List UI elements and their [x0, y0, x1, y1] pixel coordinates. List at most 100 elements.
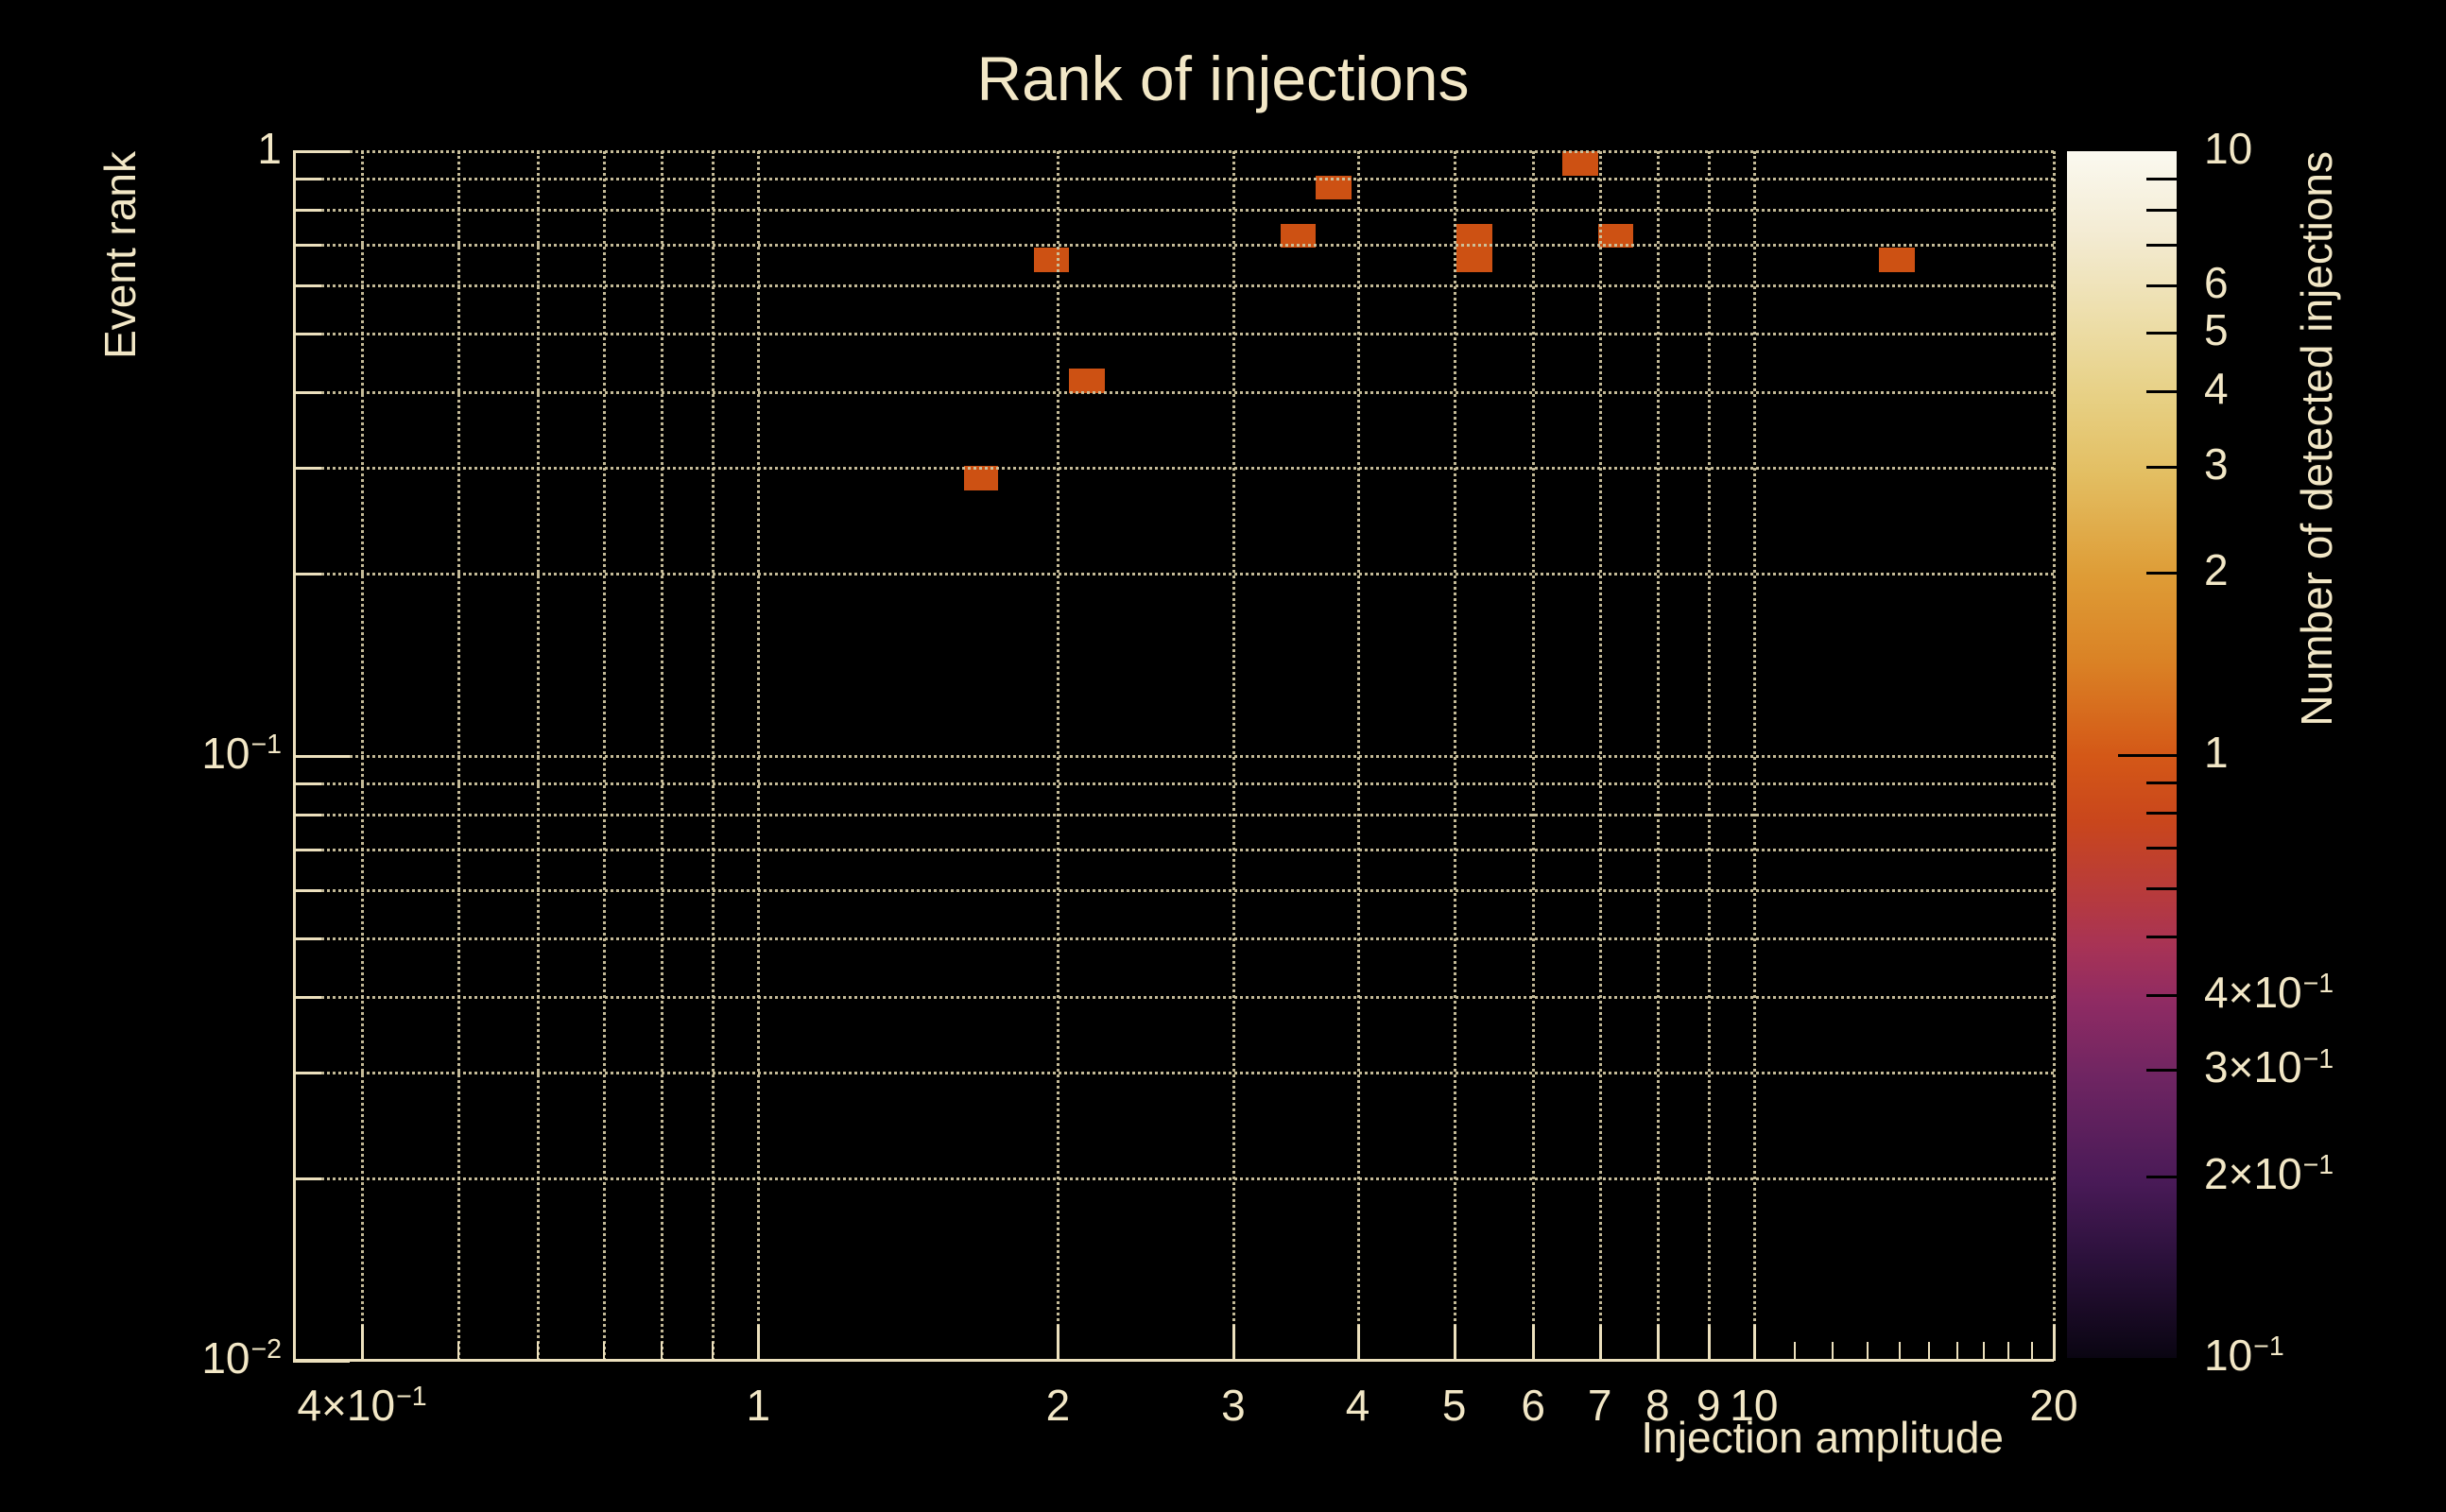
y-minor-tick: [293, 995, 321, 999]
heatmap-cell: [1456, 248, 1492, 272]
y-minor-tick: [293, 1177, 321, 1181]
gridline-horizontal: [293, 1071, 2054, 1074]
x-major-tick: [1232, 1325, 1235, 1361]
y-axis-title: Event rank: [95, 151, 145, 359]
heatmap-cell: [1597, 223, 1633, 249]
x-minor-tick: [712, 1342, 715, 1361]
x-major-tick: [1356, 1325, 1360, 1361]
x-minor-tick: [603, 1342, 606, 1361]
colorbar-major-tick: [2118, 753, 2177, 757]
colorbar-minor-tick: [2146, 993, 2177, 997]
colorbar-minor-tick: [2146, 812, 2177, 816]
gridline-vertical: [2053, 151, 2056, 1361]
heatmap-cell: [1562, 151, 1598, 176]
y-major-tick: [293, 755, 350, 758]
x-minor-tick: [536, 1342, 539, 1361]
y-minor-tick: [293, 888, 321, 892]
colorbar-minor-tick: [2146, 243, 2177, 247]
colorbar-tick-label: 10−1: [2204, 1331, 2284, 1380]
gridline-horizontal: [293, 936, 2054, 940]
colorbar-minor-tick: [2146, 1069, 2177, 1073]
gridline-vertical: [1707, 151, 1711, 1361]
x-major-tick: [1598, 1325, 1602, 1361]
x-tick-label: 2: [1045, 1381, 1071, 1430]
gridline-vertical: [603, 151, 607, 1361]
gridline-vertical: [712, 151, 715, 1361]
gridline-horizontal: [293, 888, 2054, 892]
gridline-horizontal: [293, 782, 2054, 786]
colorbar-title: Number of detected injections: [2292, 151, 2341, 727]
heatmap-cell: [1033, 248, 1069, 272]
colorbar-tick-label: 3: [2204, 438, 2229, 489]
x-axis-title: Injection amplitude: [1641, 1413, 2004, 1462]
colorbar-tick-label: 2×10−1: [2204, 1148, 2334, 1198]
colorbar-minor-tick: [2146, 465, 2177, 469]
gridline-vertical: [1453, 151, 1456, 1361]
x-tick-label: 10: [1730, 1381, 1779, 1430]
y-minor-tick: [293, 936, 321, 940]
colorbar-minor-tick: [2146, 1175, 2177, 1178]
gridline-vertical: [1598, 151, 1602, 1361]
heatmap-cell: [1879, 248, 1915, 272]
gridline-horizontal: [293, 178, 2054, 181]
colorbar-minor-tick: [2146, 887, 2177, 891]
y-minor-tick: [293, 782, 321, 786]
colorbar-minor-tick: [2146, 332, 2177, 335]
heatmap-cell: [1068, 369, 1106, 394]
gridline-vertical: [1057, 151, 1060, 1361]
gridline-vertical: [1532, 151, 1536, 1361]
gridline-horizontal: [293, 849, 2054, 852]
gridline-horizontal: [293, 755, 2054, 758]
x-minor-tick: [1928, 1342, 1931, 1361]
y-minor-tick: [293, 573, 321, 576]
gridline-horizontal: [293, 332, 2054, 335]
x-minor-tick: [1866, 1342, 1869, 1361]
colorbar-minor-tick: [2146, 847, 2177, 850]
y-minor-tick: [293, 332, 321, 335]
y-tick-label: 10−2: [201, 1333, 282, 1383]
y-tick-label: 10−1: [201, 729, 282, 778]
x-minor-tick: [1794, 1342, 1797, 1361]
x-tick-label: 9: [1696, 1381, 1721, 1430]
gridline-horizontal: [293, 390, 2054, 394]
x-axis-line: [293, 1359, 2054, 1362]
y-major-tick: [293, 1360, 350, 1363]
x-minor-tick: [661, 1342, 663, 1361]
chart-title: Rank of injections: [976, 43, 1470, 113]
y-minor-tick: [293, 390, 321, 394]
gridline-horizontal: [293, 209, 2054, 213]
colorbar-tick-label: 5: [2204, 305, 2229, 355]
y-minor-tick: [293, 244, 321, 248]
x-tick-label: 4: [1345, 1381, 1370, 1430]
y-tick-label: 1: [257, 124, 282, 173]
y-minor-tick: [293, 1071, 321, 1074]
gridline-vertical: [661, 151, 664, 1361]
colorbar-tick-label: 1: [2204, 727, 2229, 777]
x-major-tick: [361, 1325, 365, 1361]
x-minor-tick: [1955, 1342, 1958, 1361]
gridline-vertical: [757, 151, 761, 1361]
x-minor-tick: [2030, 1342, 2033, 1361]
colorbar-tick-label: 3×10−1: [2204, 1042, 2334, 1092]
x-major-tick: [757, 1325, 761, 1361]
x-tick-label: 4×10−1: [297, 1381, 427, 1430]
x-major-tick: [1707, 1325, 1711, 1361]
x-major-tick: [2053, 1325, 2056, 1361]
colorbar-tick-label: 2: [2204, 545, 2229, 595]
x-minor-tick: [1982, 1342, 1985, 1361]
gridline-horizontal: [293, 466, 2054, 470]
x-tick-label: 7: [1587, 1381, 1612, 1430]
x-major-tick: [1656, 1325, 1660, 1361]
colorbar-minor-tick: [2146, 284, 2177, 287]
y-major-tick: [293, 150, 350, 153]
colorbar-tick-label: 4×10−1: [2204, 967, 2334, 1017]
gridline-vertical: [1356, 151, 1360, 1361]
gridline-horizontal: [293, 244, 2054, 248]
colorbar-tick-label: 10: [2204, 124, 2253, 173]
x-minor-tick: [457, 1342, 460, 1361]
gridline-horizontal: [293, 1177, 2054, 1181]
colorbar-tick-label: 6: [2204, 257, 2229, 307]
x-tick-label: 3: [1221, 1381, 1246, 1430]
gridline-vertical: [1656, 151, 1660, 1361]
heatmap-cell: [1281, 223, 1317, 249]
